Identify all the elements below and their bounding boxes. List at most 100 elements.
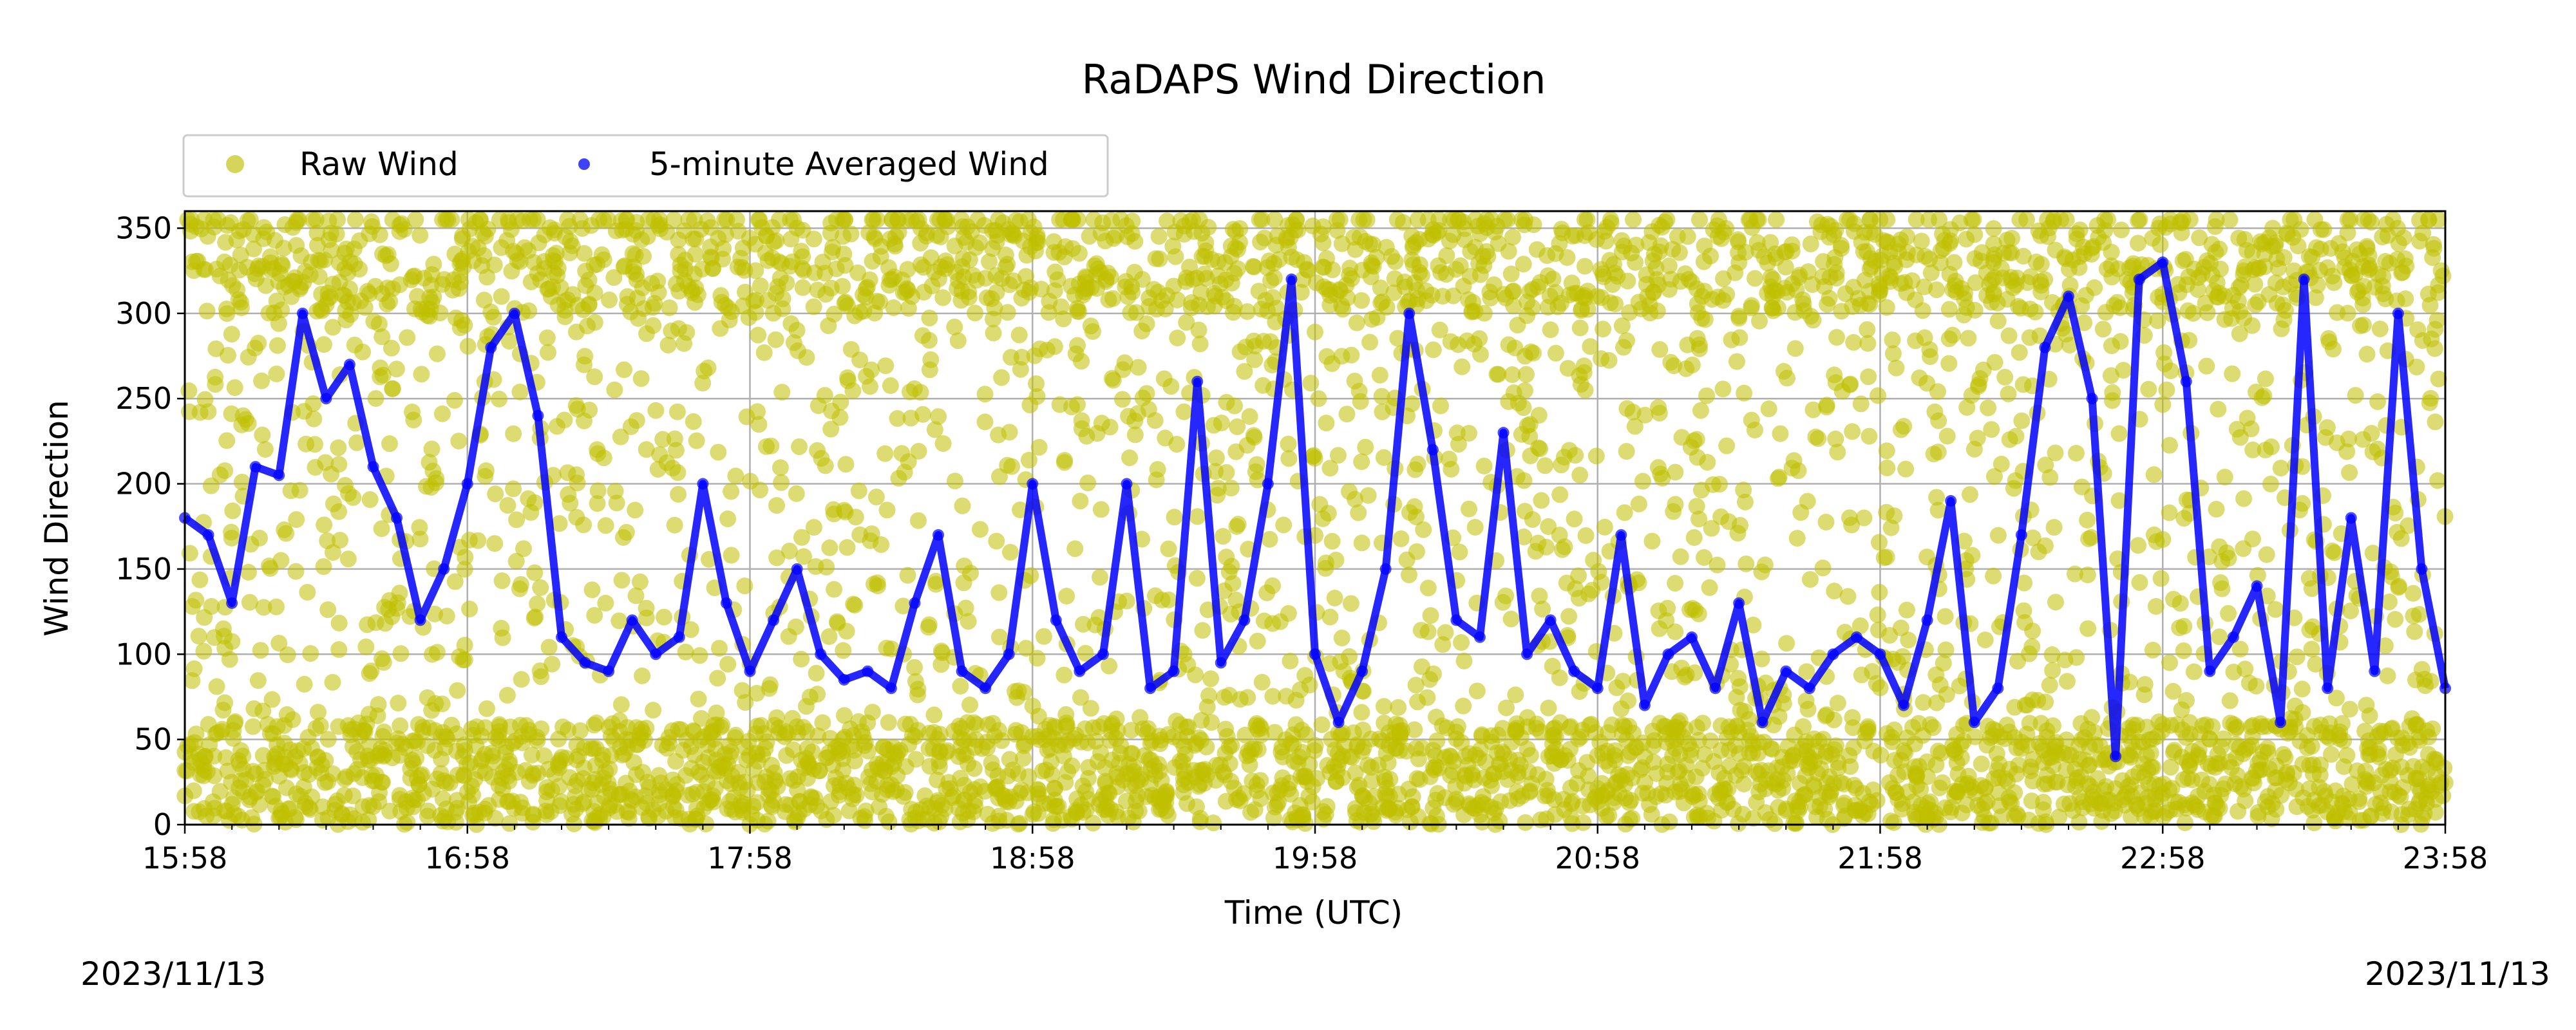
raw-wind-point xyxy=(310,252,327,269)
raw-wind-point xyxy=(627,501,644,519)
raw-wind-point xyxy=(540,639,558,656)
raw-wind-point xyxy=(2239,409,2256,427)
raw-wind-point xyxy=(228,231,245,248)
raw-wind-point xyxy=(330,456,348,473)
raw-wind-point xyxy=(564,237,581,254)
raw-wind-point xyxy=(231,755,248,772)
raw-wind-point xyxy=(749,403,766,420)
raw-wind-point xyxy=(1620,692,1637,709)
raw-wind-point xyxy=(526,564,544,581)
raw-wind-point xyxy=(1926,403,1944,420)
raw-wind-point xyxy=(768,549,786,566)
raw-wind-point xyxy=(1296,667,1314,684)
raw-wind-point xyxy=(538,779,556,796)
raw-wind-point xyxy=(836,707,853,724)
raw-wind-point xyxy=(1799,700,1817,718)
raw-wind-point xyxy=(2139,789,2157,806)
raw-wind-point xyxy=(2231,429,2249,446)
raw-wind-point xyxy=(1215,582,1233,599)
raw-wind-point xyxy=(1515,472,1533,489)
raw-wind-point xyxy=(1454,358,1471,375)
raw-wind-point xyxy=(1100,807,1117,824)
raw-wind-point xyxy=(203,597,220,615)
raw-wind-point xyxy=(1350,504,1367,521)
raw-wind-point xyxy=(271,265,289,283)
raw-wind-point xyxy=(1855,785,1872,802)
raw-wind-point xyxy=(743,805,761,823)
raw-wind-point xyxy=(1101,418,1119,436)
raw-wind-point xyxy=(1473,814,1491,831)
raw-wind-point xyxy=(451,274,469,291)
raw-wind-point xyxy=(1679,228,1696,245)
raw-wind-point xyxy=(388,360,405,378)
raw-wind-point xyxy=(842,225,860,243)
raw-wind-point xyxy=(805,230,822,248)
raw-wind-point xyxy=(324,673,341,691)
raw-wind-point xyxy=(1498,699,1515,716)
raw-wind-point xyxy=(487,729,504,746)
raw-wind-point xyxy=(330,614,348,632)
raw-wind-point xyxy=(1468,682,1486,700)
raw-wind-point xyxy=(538,329,556,346)
raw-wind-point xyxy=(1778,635,1795,652)
raw-wind-point xyxy=(1986,353,2003,371)
raw-wind-point xyxy=(1353,534,1370,552)
raw-wind-point xyxy=(1747,270,1764,287)
raw-wind-point xyxy=(1542,321,1559,339)
raw-wind-point xyxy=(1692,482,1710,499)
raw-wind-point xyxy=(1387,803,1404,821)
raw-wind-point xyxy=(794,279,811,296)
raw-wind-point xyxy=(1651,341,1669,358)
raw-wind-point xyxy=(816,387,833,404)
raw-wind-point xyxy=(616,361,633,379)
raw-wind-point xyxy=(1275,516,1293,534)
raw-wind-point xyxy=(1475,457,1493,474)
raw-wind-point xyxy=(439,813,457,830)
raw-wind-point xyxy=(920,332,938,349)
raw-wind-point xyxy=(1169,329,1186,346)
raw-wind-point xyxy=(296,794,314,812)
raw-wind-point xyxy=(1056,666,1073,684)
raw-wind-point xyxy=(1066,540,1084,557)
raw-wind-point xyxy=(341,280,359,297)
raw-wind-point xyxy=(990,628,1008,646)
raw-wind-point xyxy=(817,457,834,474)
raw-wind-point xyxy=(1014,749,1032,767)
raw-wind-point xyxy=(1731,329,1748,346)
raw-wind-point xyxy=(1669,722,1687,739)
raw-wind-point xyxy=(1718,437,1736,454)
raw-wind-point xyxy=(585,740,602,758)
raw-wind-point xyxy=(1799,492,1816,510)
raw-wind-point xyxy=(2210,288,2227,306)
raw-wind-point xyxy=(1577,258,1594,275)
raw-wind-point xyxy=(556,308,574,326)
raw-wind-point xyxy=(2177,692,2195,709)
raw-wind-point xyxy=(1881,626,1899,644)
raw-wind-point xyxy=(1101,657,1118,675)
raw-wind-point xyxy=(1531,587,1548,604)
raw-wind-point xyxy=(260,304,278,322)
raw-wind-point xyxy=(1806,778,1823,795)
raw-wind-point xyxy=(696,362,713,380)
raw-wind-point xyxy=(2011,344,2028,361)
raw-wind-point xyxy=(556,411,573,429)
raw-wind-point xyxy=(866,228,883,245)
raw-wind-point xyxy=(1331,211,1349,229)
raw-wind-point xyxy=(1167,248,1184,265)
raw-wind-point xyxy=(581,401,598,418)
raw-wind-point xyxy=(1900,632,1917,649)
raw-wind-point xyxy=(1528,720,1545,737)
raw-wind-point xyxy=(575,516,592,534)
raw-wind-point xyxy=(719,299,737,317)
raw-wind-point xyxy=(1318,250,1336,267)
raw-wind-point xyxy=(835,642,852,659)
raw-wind-point xyxy=(840,780,857,797)
raw-wind-point xyxy=(1286,221,1303,239)
raw-wind-point xyxy=(1904,272,1921,289)
raw-wind-point xyxy=(1357,438,1374,456)
raw-wind-point xyxy=(942,780,959,797)
raw-wind-point xyxy=(1696,238,1713,255)
raw-wind-point xyxy=(438,607,455,624)
raw-wind-point xyxy=(1607,295,1624,313)
raw-wind-point xyxy=(252,642,269,659)
